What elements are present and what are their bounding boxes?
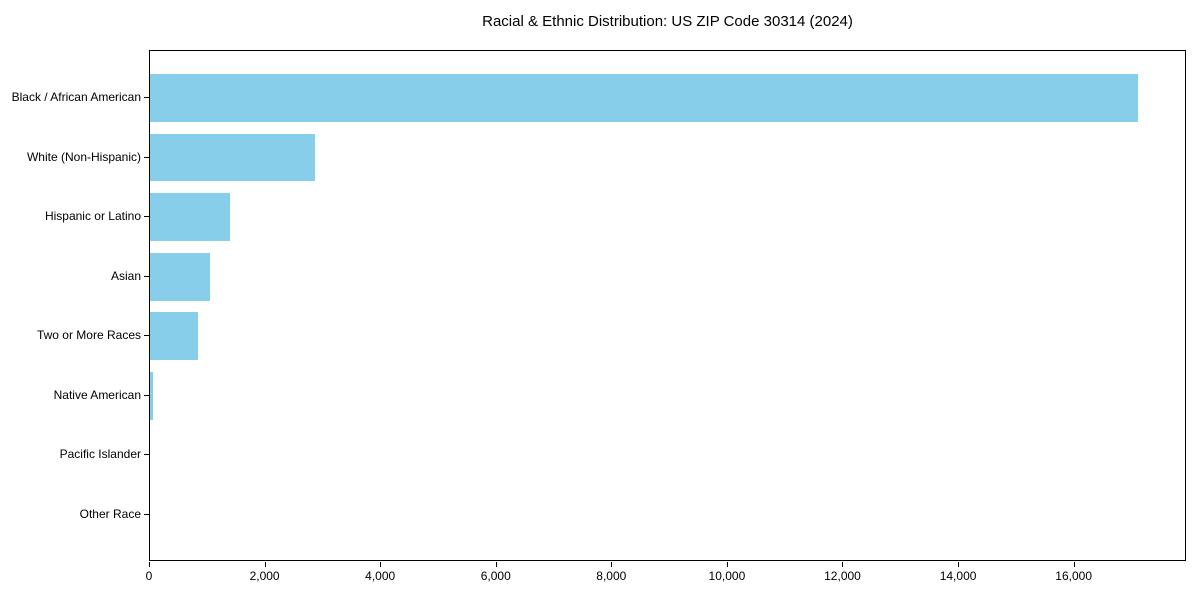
plot-area <box>149 50 1186 561</box>
y-tick-mark <box>144 454 149 456</box>
y-tick-label: Other Race <box>79 506 141 521</box>
x-tick-mark <box>149 562 150 567</box>
y-tick-mark <box>144 97 149 99</box>
x-tick-label: 0 <box>145 569 153 583</box>
chart-title: Racial & Ethnic Distribution: US ZIP Cod… <box>482 13 853 30</box>
x-tick-label: 16,000 <box>1055 569 1092 583</box>
x-tick-mark <box>380 562 382 567</box>
y-tick-label: White (Non-Hispanic) <box>26 149 141 164</box>
bar-two-or-more-races <box>150 312 198 361</box>
x-tick-label: 12,000 <box>824 569 861 583</box>
y-tick-mark <box>144 156 149 158</box>
y-tick-label: Black / African American <box>11 90 141 105</box>
y-tick-mark <box>144 394 149 396</box>
x-tick-label: 4,000 <box>365 569 396 583</box>
x-tick-mark <box>611 562 613 567</box>
x-tick-mark <box>264 562 266 567</box>
y-tick-mark <box>144 335 149 337</box>
x-tick-label: 14,000 <box>939 569 977 583</box>
bar-white-non-hispanic <box>150 133 315 182</box>
x-tick-mark <box>958 562 960 567</box>
x-tick-mark <box>726 562 728 567</box>
y-tick-label: Asian <box>110 268 141 283</box>
bar-black-african-american <box>150 74 1138 122</box>
y-tick-label: Native American <box>53 387 141 402</box>
x-tick-label: 2,000 <box>249 569 280 583</box>
x-tick-label: 6,000 <box>480 569 511 583</box>
bar-native-american <box>150 372 153 420</box>
x-tick-label: 8,000 <box>596 569 627 583</box>
bar-asian <box>150 252 211 301</box>
x-tick-mark <box>842 562 844 567</box>
y-tick-mark <box>144 513 149 515</box>
x-tick-label: 10,000 <box>708 569 746 583</box>
x-tick-mark <box>1073 562 1075 567</box>
y-tick-label: Two or More Races <box>36 328 141 343</box>
y-tick-mark <box>144 275 149 277</box>
y-tick-label: Hispanic or Latino <box>44 209 141 224</box>
y-tick-mark <box>144 216 149 218</box>
y-tick-label: Pacific Islander <box>59 447 141 462</box>
x-tick-mark <box>495 562 497 567</box>
bar-hispanic-or-latino <box>150 193 231 241</box>
